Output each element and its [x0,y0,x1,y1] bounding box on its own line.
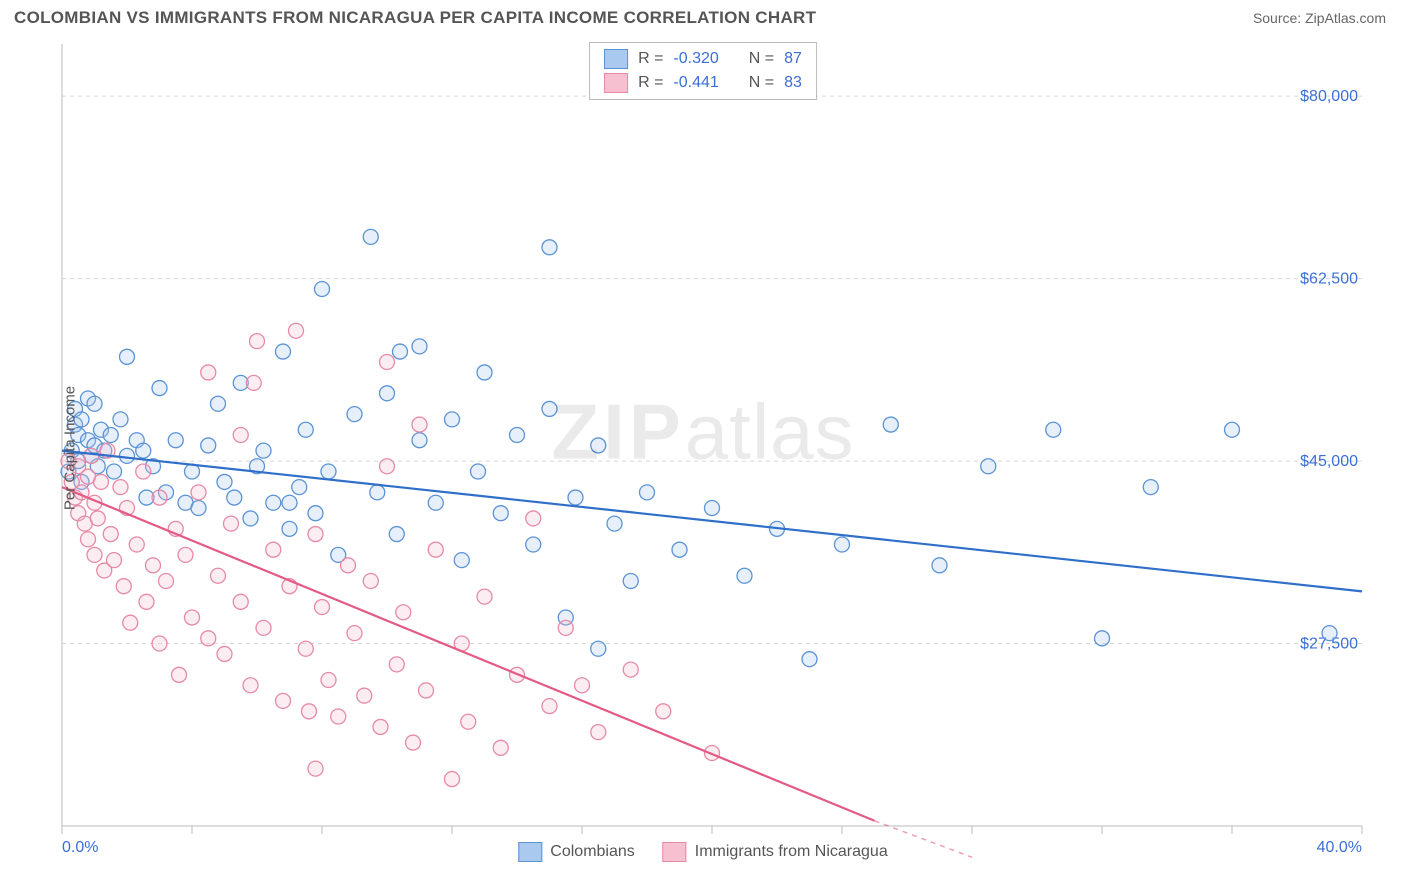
svg-text:40.0%: 40.0% [1317,839,1362,856]
legend-swatch [604,49,628,69]
legend-swatch [663,842,687,862]
svg-text:0.0%: 0.0% [62,839,98,856]
source-link[interactable]: ZipAtlas.com [1305,10,1386,26]
legend-stat-row: R =-0.320N =87 [604,47,802,71]
chart-container: Per Capita Income ZIPatlas $27,500$45,00… [14,36,1392,860]
legend-swatch [518,842,542,862]
svg-text:$62,500: $62,500 [1300,271,1358,288]
source-label: Source: ZipAtlas.com [1253,10,1386,26]
legend-label: Immigrants from Nicaragua [695,843,888,861]
legend-series: Colombians Immigrants from Nicaragua [518,842,887,862]
chart-title: COLOMBIAN VS IMMIGRANTS FROM NICARAGUA P… [14,8,816,28]
svg-text:$80,000: $80,000 [1300,88,1358,105]
y-axis-label: Per Capita Income [62,386,79,510]
legend-stat-row: R =-0.441N =83 [604,71,802,95]
scatter-chart: $27,500$45,000$62,500$80,0000.0%40.0% [14,36,1392,860]
legend-item-nicaragua[interactable]: Immigrants from Nicaragua [663,842,888,862]
legend-correlation: R =-0.320N =87R =-0.441N =83 [589,42,817,100]
legend-label: Colombians [550,843,634,861]
legend-item-colombians[interactable]: Colombians [518,842,634,862]
legend-swatch [604,73,628,93]
svg-text:$45,000: $45,000 [1300,453,1358,470]
